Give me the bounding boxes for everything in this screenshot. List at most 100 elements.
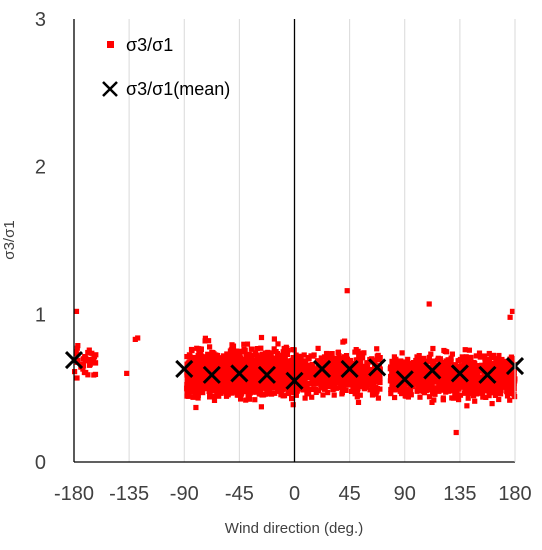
mean-marker xyxy=(230,364,249,383)
scatter-point xyxy=(260,384,266,390)
scatter-point xyxy=(443,379,449,386)
scatter-point xyxy=(486,365,492,372)
scatter-point xyxy=(205,361,211,367)
scatter-point xyxy=(348,372,354,378)
scatter-point xyxy=(428,351,434,357)
scatter-point xyxy=(371,357,377,363)
scatter-point xyxy=(394,368,400,374)
scatter-point xyxy=(263,377,269,383)
scatter-point xyxy=(493,376,499,382)
scatter-point xyxy=(506,380,512,387)
scatter-point xyxy=(279,370,285,376)
scatter-point xyxy=(389,358,395,364)
scatter-point xyxy=(303,361,309,367)
scatter-point xyxy=(281,393,288,399)
scatter-point xyxy=(511,386,517,392)
scatter-point xyxy=(80,356,86,362)
scatter-point xyxy=(202,338,208,344)
scatter-point xyxy=(496,396,502,403)
scatter-point xyxy=(391,373,397,379)
scatter-point xyxy=(215,385,221,391)
scatter-point xyxy=(504,375,510,381)
scatter-point xyxy=(256,391,262,397)
scatter-point xyxy=(234,376,240,382)
scatter-point xyxy=(293,352,299,358)
scatter-point xyxy=(235,379,241,385)
scatter-point xyxy=(426,394,433,400)
scatter-point xyxy=(415,387,421,393)
scatter-point xyxy=(271,376,277,382)
scatter-point xyxy=(277,360,283,366)
scatter-point xyxy=(289,357,295,364)
scatter-point xyxy=(265,358,271,364)
scatter-point xyxy=(391,354,397,360)
scatter-point xyxy=(355,384,361,390)
scatter-point xyxy=(398,383,404,389)
scatter-point xyxy=(326,364,332,371)
scatter-point xyxy=(235,392,241,398)
scatter-point xyxy=(462,381,468,387)
scatter-point xyxy=(197,383,203,389)
scatter-point xyxy=(348,388,355,394)
scatter-point xyxy=(490,352,496,358)
scatter-point xyxy=(200,390,206,396)
scatter-point xyxy=(451,372,457,378)
scatter-point xyxy=(391,368,397,374)
scatter-point xyxy=(465,395,471,401)
scatter-point xyxy=(254,346,260,352)
scatter-point xyxy=(200,363,206,369)
scatter-point xyxy=(365,364,371,370)
scatter-point xyxy=(470,377,476,383)
scatter-point xyxy=(275,341,281,347)
scatter-point xyxy=(392,384,398,390)
scatter-point xyxy=(404,368,410,374)
scatter-point xyxy=(74,375,80,381)
scatter-point xyxy=(452,384,458,390)
scatter-point xyxy=(271,346,277,352)
scatter-point xyxy=(318,362,325,368)
scatter-point xyxy=(249,370,255,376)
scatter-point xyxy=(354,376,361,382)
scatter-point xyxy=(196,346,202,352)
scatter-point xyxy=(91,354,98,360)
scatter-point xyxy=(329,379,335,386)
scatter-point xyxy=(499,366,505,373)
scatter-point xyxy=(210,360,216,366)
scatter-point xyxy=(459,354,465,360)
scatter-point xyxy=(275,371,281,377)
scatter-point xyxy=(427,386,433,392)
scatter-point xyxy=(230,356,237,362)
scatter-point xyxy=(509,381,515,387)
scatter-point xyxy=(417,356,423,362)
scatter-point xyxy=(248,346,254,352)
scatter-point xyxy=(190,389,196,395)
x-tick-label: 135 xyxy=(443,483,476,505)
scatter-point xyxy=(490,384,497,390)
scatter-point xyxy=(468,369,474,375)
scatter-point xyxy=(186,381,192,387)
scatter-point xyxy=(193,377,200,383)
grid-lines xyxy=(128,19,461,462)
scatter-point xyxy=(472,362,478,368)
scatter-point xyxy=(223,376,229,382)
scatter-point xyxy=(252,374,258,380)
scatter-point xyxy=(454,389,460,395)
scatter-point xyxy=(244,341,251,347)
scatter-point xyxy=(377,379,383,386)
scatter-point xyxy=(258,334,265,341)
scatter-point xyxy=(272,368,278,374)
scatter-point xyxy=(193,404,199,411)
mean-marker xyxy=(340,359,359,379)
scatter-point xyxy=(431,397,437,403)
scatter-point xyxy=(213,352,219,358)
scatter-point xyxy=(322,360,328,366)
scatter-point xyxy=(469,383,475,390)
scatter-point xyxy=(238,378,244,384)
scatter-point xyxy=(466,347,472,353)
scatter-point xyxy=(242,359,249,365)
scatter-point xyxy=(74,345,80,351)
scatter-point xyxy=(370,376,376,382)
scatter-point xyxy=(292,368,299,374)
scatter-point xyxy=(286,390,292,397)
scatter-point xyxy=(465,364,472,370)
